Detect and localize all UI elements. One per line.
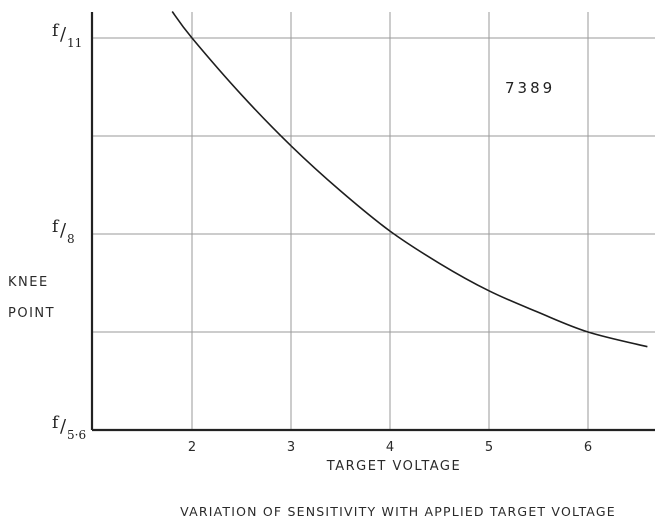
x-tick-label: 2	[188, 440, 196, 455]
y-tick-f: f	[52, 217, 60, 237]
x-axis-label: TARGET VOLTAGE	[326, 459, 461, 474]
x-gridlines	[191, 12, 589, 430]
y-tick-labels: f/5·6f/8f/11	[52, 21, 86, 442]
y-tick-slash: /	[60, 24, 67, 45]
x-tick-labels: 2 3 4 5 6	[188, 440, 592, 455]
x-tick-label: 6	[584, 440, 592, 455]
chart-title: VARIATION OF SENSITIVITY WITH APPLIED TA…	[180, 504, 616, 519]
y-tick-f: f	[52, 413, 60, 433]
y-axis-label-line-2: POINT	[8, 306, 55, 321]
series-line	[171, 11, 648, 348]
x-tick-label: 5	[485, 440, 493, 455]
y-tick-label: f/11	[52, 21, 82, 50]
y-tick-den: 11	[67, 36, 82, 50]
y-tick-label: f/5·6	[52, 413, 86, 442]
y-tick-slash: /	[60, 416, 67, 437]
x-tick-label: 4	[386, 440, 394, 455]
y-tick-den: 5·6	[67, 428, 86, 442]
y-gridlines	[92, 37, 655, 333]
y-tick-slash: /	[60, 220, 67, 241]
annotation-7389: 7389	[505, 79, 555, 97]
y-axis-label-line-1: KNEE	[8, 275, 49, 290]
y-tick-den: 8	[67, 232, 75, 246]
y-tick-f: f	[52, 21, 60, 41]
x-tick-label: 3	[287, 440, 295, 455]
y-tick-label: f/8	[52, 217, 75, 246]
